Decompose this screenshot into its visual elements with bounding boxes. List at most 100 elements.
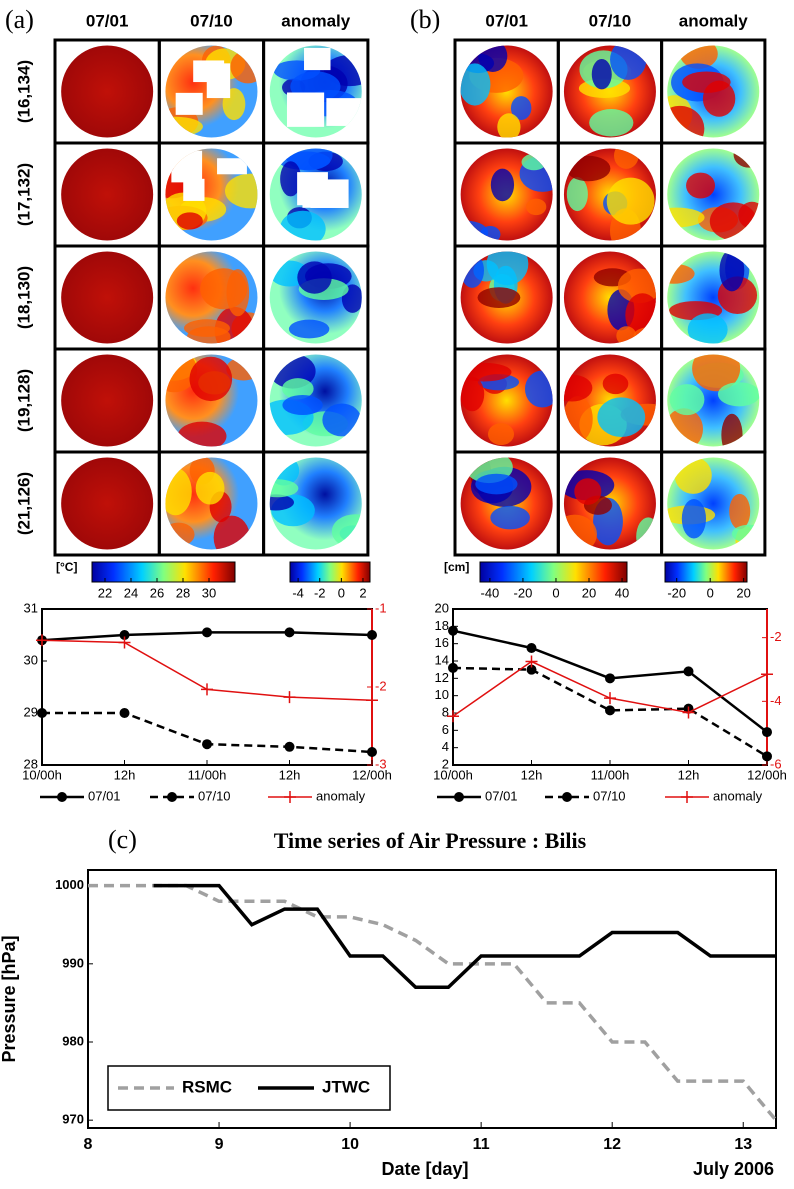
y-tick-label: 31 [24,600,38,615]
map-blob [282,378,314,400]
map-blob [282,395,323,415]
y-axis-label: Pressure [hPa] [0,935,19,1062]
map-gap [304,47,331,71]
map-blob [717,382,760,407]
column-header: 07/01 [86,11,129,30]
map-blob [669,384,705,416]
map-texture [269,260,362,339]
map-blob [610,45,647,80]
point [284,741,295,752]
map-blob [681,498,707,539]
map-blob [606,177,655,225]
y-tick-label: 28 [24,756,38,771]
map-blob [613,148,639,169]
x-tick-label: 12h [114,767,136,782]
x-tick-label: 10/00h [433,767,473,782]
point [118,636,131,649]
map-blob [589,109,634,137]
map-blob [667,263,695,284]
map-blob [497,113,521,138]
point [119,708,130,718]
map-texture [278,148,349,241]
map-blob [213,515,250,550]
map-blob [702,80,736,117]
y-tick-label: 1000 [55,877,84,892]
map-blob [490,505,530,530]
column-header: 07/10 [190,11,233,30]
y-tick-label: 20 [435,600,449,615]
row-label: (17,132) [14,163,33,226]
map-blob [617,268,656,304]
colorbar-tick-label: -2 [314,585,326,600]
map-blob [709,202,757,241]
legend-marker [681,791,693,803]
y2-tick-label: -1 [375,600,387,615]
colorbar [289,561,371,583]
colorbar-tick-label: 40 [615,585,629,600]
row-label: (16,134) [14,60,33,123]
legend-label: JTWC [322,1077,370,1096]
point [119,630,130,640]
map-gap [183,178,205,201]
map-blob [524,370,553,408]
map-blob [165,116,203,137]
y2-tick-label: -4 [770,693,782,708]
map-blob [479,226,501,241]
point [682,706,695,719]
point [605,705,615,716]
colorbar-tick-label: 30 [202,585,216,600]
map-disc [61,45,154,138]
map-gap [217,158,247,175]
legend-marker [167,792,177,802]
column-header: anomaly [679,11,749,30]
colorbar [664,561,748,583]
y-tick-label: 970 [62,1112,84,1127]
legend-label: 07/01 [485,788,518,803]
map-blob [195,471,225,505]
map-disc [61,354,154,447]
x-tick-label: 11 [473,1136,490,1153]
map-blob [200,268,248,310]
point [762,751,772,762]
map-blob [566,177,588,212]
point [683,666,694,677]
map-blob [186,326,231,344]
y-tick-label: 990 [62,955,84,970]
map-blob [510,96,532,121]
x-tick-label: 11/00h [591,767,630,782]
legend-label: RSMC [182,1077,232,1096]
point [448,662,458,673]
point [762,727,772,738]
y2-tick-label: -6 [770,756,782,771]
map-blob [460,362,512,382]
point [525,655,538,668]
row-label: (18,130) [14,266,33,329]
map-blob [597,397,646,437]
map-texture [465,457,532,530]
x-tick-label: 11/00h [188,767,227,782]
y-tick-label: 14 [435,652,449,667]
map-texture [273,47,362,127]
x-tick-label: 12/00h [352,767,392,782]
map-blob [563,374,593,402]
x-tick-label: 13 [734,1136,752,1153]
panel-label: (b) [410,5,440,34]
y-tick-label: 980 [62,1033,84,1048]
map-texture [165,457,250,550]
series-line [452,666,768,758]
plot-frame [452,608,768,766]
colorbar-tick-label: -20 [514,585,533,600]
map-blob [269,479,299,498]
colorbar-tick-label: 28 [176,585,190,600]
point [367,630,377,640]
point [37,708,47,718]
map-blob [288,319,330,339]
y-tick-label: 4 [442,739,449,754]
panel-label: (a) [5,5,34,34]
point [366,694,378,707]
x-tick-label: 10/00h [22,767,62,782]
map-blob [521,153,547,171]
series-line [153,883,776,990]
legend-label: 07/01 [88,788,121,803]
